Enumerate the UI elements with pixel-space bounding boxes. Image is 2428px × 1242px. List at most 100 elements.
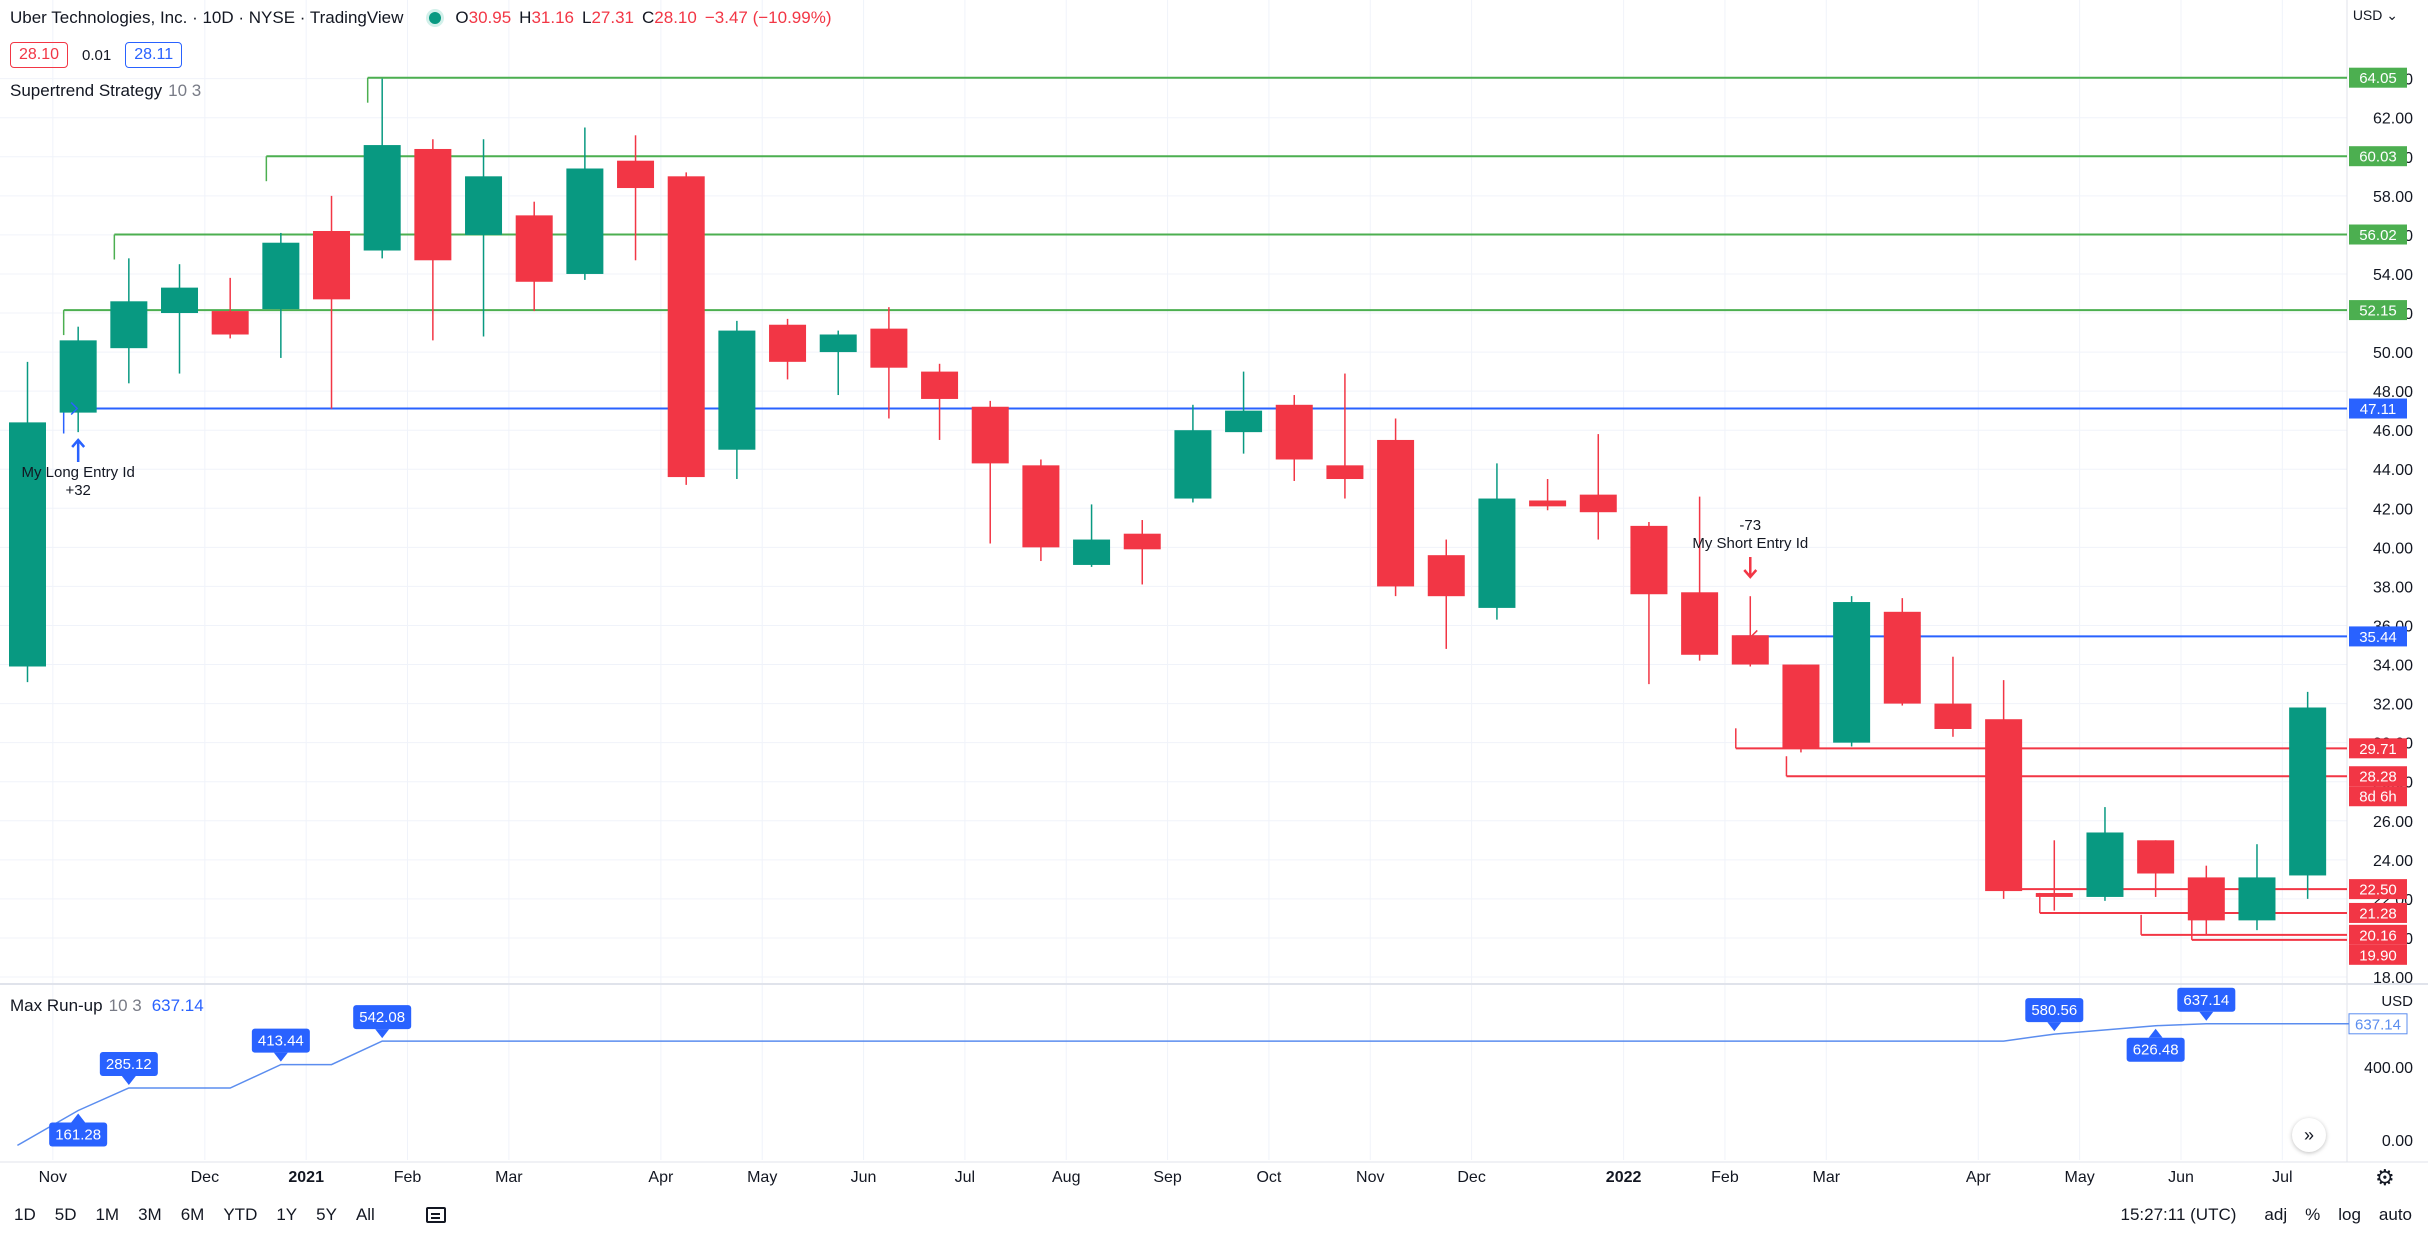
time-axis-label: Jun (851, 1169, 877, 1186)
timeframe-1m[interactable]: 1M (95, 1205, 120, 1224)
level-price-label-bg (2349, 67, 2407, 88)
runup-pane: 400.00 0.00 USD 161.28 285.12 413.44 542.08 580… (17, 987, 2413, 1150)
candle-body (617, 160, 655, 189)
clock-display[interactable]: 15:27:11 (UTC) (2120, 1205, 2237, 1224)
candle-body (9, 422, 46, 667)
log-toggle[interactable]: log (2338, 1205, 2361, 1224)
strategy-name: Supertrend Strategy (10, 81, 163, 100)
candle-body (1529, 500, 1567, 507)
currency-selector[interactable]: USD ⌄ (2352, 7, 2398, 23)
time-axis-label: May (747, 1169, 777, 1186)
timeframe-5y[interactable]: 5Y (316, 1205, 337, 1224)
level-price-label-bg (2349, 300, 2407, 321)
change-value: −3.47 (−10.99%) (704, 8, 832, 27)
timeframe-bar: 1D 5D 1M 3M 6M YTD 1Y 5Y All (14, 1205, 446, 1225)
level-price-label: 21.28 (2359, 905, 2397, 922)
timeframe-5d[interactable]: 5D (54, 1205, 77, 1224)
runup-legend[interactable]: Max Run-up 10 3 637.14 (10, 996, 204, 1016)
candle-body (211, 311, 249, 335)
price-tick-label: 38.00 (2373, 579, 2413, 596)
price-tick-label: 50.00 (2373, 345, 2413, 362)
candle-body (2238, 877, 2276, 921)
price-tick-label: 46.00 (2373, 423, 2413, 440)
timeframe-1d[interactable]: 1D (14, 1205, 36, 1224)
candle-body (110, 301, 148, 349)
candle-body (769, 324, 807, 362)
high-value: 31.16 (531, 8, 574, 27)
candle-body (1681, 592, 1719, 655)
runup-label-pointer (2199, 1011, 2214, 1021)
settings-gear-icon[interactable]: ⚙ (2375, 1165, 2395, 1190)
candle-body (1478, 498, 1516, 608)
long-entry-label: My Long Entry Id (21, 464, 134, 481)
gridlines (0, 0, 2347, 1160)
date-range-icon[interactable] (425, 1207, 446, 1223)
time-axis-label: Jul (955, 1169, 975, 1186)
runup-params: 10 3 (108, 996, 142, 1015)
timeframe-6m[interactable]: 6M (180, 1205, 205, 1224)
candle-body (1934, 703, 1972, 729)
low-value: 27.31 (591, 8, 635, 27)
level-price-label: 52.15 (2359, 303, 2397, 320)
runup-tick-label: 400.00 (2364, 1060, 2413, 1077)
runup-data-label: 580.56 (2031, 1002, 2077, 1019)
candles (9, 78, 2327, 935)
time-axis-label: Dec (191, 1169, 219, 1186)
time-axis-label: Oct (1256, 1169, 1281, 1186)
candle-body (718, 330, 756, 450)
runup-value: 637.14 (151, 996, 204, 1015)
time-axis-label: Nov (39, 1169, 67, 1186)
price-tick-label: 58.00 (2373, 189, 2413, 206)
runup-label-pointer (121, 1075, 136, 1085)
candle-body (363, 145, 401, 251)
timeframe-all[interactable]: All (355, 1205, 375, 1224)
candle-body (921, 371, 959, 399)
level-price-label-bg (2349, 902, 2407, 923)
level-price-label: 47.11 (2360, 401, 2396, 418)
timeframe-ytd[interactable]: YTD (223, 1205, 258, 1224)
candle-body (566, 168, 604, 274)
runup-data-label: 542.08 (359, 1009, 405, 1026)
symbol-legend: Uber Technologies, Inc. · 10D · NYSE · T… (10, 8, 832, 27)
open-value: 30.95 (468, 8, 512, 27)
time-axis-label: Apr (648, 1169, 674, 1186)
runup-label-pointer (273, 1052, 288, 1062)
runup-data-label: 413.44 (258, 1033, 304, 1050)
timeframe-1y[interactable]: 1Y (276, 1205, 298, 1224)
scroll-to-realtime-button[interactable]: » (2292, 1118, 2326, 1152)
runup-data-label: 285.12 (106, 1056, 152, 1073)
candle-body (2035, 893, 2073, 897)
time-axis-label: Jul (2272, 1169, 2292, 1186)
candle-body (262, 242, 300, 310)
runup-last-value: 637.14 (2355, 1016, 2401, 1033)
level-price-label: 19.90 (2359, 947, 2397, 964)
candle-body (1225, 410, 1263, 433)
price-tick-label: 42.00 (2373, 501, 2413, 518)
strategy-legend[interactable]: Supertrend Strategy 10 3 (10, 81, 201, 101)
level-price-label-bg (2349, 924, 2407, 945)
adj-toggle[interactable]: adj (2264, 1205, 2288, 1224)
time-axis-label: Apr (1966, 1169, 1992, 1186)
time-axis-label: Feb (394, 1169, 422, 1186)
level-price-label: 22.50 (2359, 882, 2397, 899)
time-axis-label: Aug (1052, 1169, 1080, 1186)
auto-toggle[interactable]: auto (2378, 1205, 2412, 1224)
time-axis-label: 2022 (1606, 1169, 1642, 1186)
spread-value: 0.01 (82, 46, 112, 64)
buy-price-button[interactable]: 28.11 (125, 42, 183, 68)
time-axis-label: Dec (1457, 1169, 1485, 1186)
sell-price-button[interactable]: 28.10 (10, 42, 69, 68)
level-price-label-bg (2349, 944, 2407, 965)
price-tick-label: 44.00 (2373, 462, 2413, 479)
candle-body (161, 287, 199, 314)
candle-body (59, 340, 97, 413)
candle-body (1275, 404, 1313, 460)
timeframe-3m[interactable]: 3M (138, 1205, 162, 1224)
runup-label-bg (251, 1028, 310, 1053)
bottom-right-bar: 15:27:11 (UTC) adj % log auto (2103, 1205, 2413, 1225)
time-axis-label: Mar (1813, 1169, 1841, 1186)
percent-toggle[interactable]: % (2305, 1205, 2321, 1224)
runup-line (17, 1023, 2384, 1147)
strategy-params: 10 3 (168, 81, 202, 100)
